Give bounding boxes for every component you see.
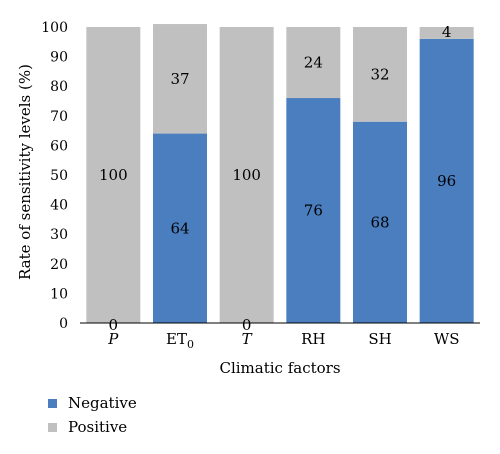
x-axis-title: Climatic factors	[219, 359, 340, 377]
data-label-negative: 0	[109, 316, 119, 334]
y-axis-ticks: 0 10 20 30 40 50 60 70 80 90 100	[41, 20, 68, 332]
x-category-label: RH	[301, 330, 325, 348]
x-category-text: T	[242, 330, 253, 348]
data-label-positive: 100	[99, 166, 128, 184]
y-tick-label: 90	[50, 50, 68, 66]
data-label-positive: 32	[370, 65, 389, 83]
x-category-text: WS	[434, 330, 460, 348]
bar-positive	[286, 27, 341, 99]
bar-negative	[153, 133, 207, 323]
legend-label-negative: Negative	[68, 394, 137, 412]
x-axis-categories: P ET0 T RH SH WS	[107, 330, 459, 351]
data-labels: 0 100 64 37 0 100 76 24 68 32 96 4	[99, 23, 456, 334]
bar-positive	[419, 27, 474, 39]
data-label-negative: 96	[437, 172, 456, 190]
x-category-text: ET	[166, 330, 187, 348]
x-category-text: SH	[368, 330, 391, 348]
data-label-positive: 24	[304, 54, 323, 72]
x-category-text: RH	[301, 330, 325, 348]
bar-positive	[219, 27, 274, 323]
bar-negative	[286, 98, 341, 323]
bar-positive	[153, 24, 207, 134]
legend-swatch-negative	[48, 399, 57, 408]
data-label-positive: 4	[442, 23, 452, 41]
data-label-positive: 100	[232, 166, 261, 184]
y-tick-label: 40	[50, 198, 68, 214]
legend-label-positive: Positive	[68, 418, 127, 436]
y-tick-label: 60	[50, 138, 68, 154]
legend-swatch-positive	[48, 423, 57, 432]
data-label-negative: 0	[242, 316, 252, 334]
y-tick-label: 70	[50, 109, 68, 125]
x-category-label: T	[242, 330, 253, 348]
data-label-negative: 64	[170, 219, 189, 237]
y-tick-label: 100	[41, 20, 68, 36]
bar-negative	[353, 121, 407, 323]
y-tick-label: 20	[50, 257, 68, 273]
y-axis-title: Rate of sensitivity levels (%)	[16, 64, 34, 280]
y-tick-label: 80	[50, 79, 68, 95]
x-category-label: P	[107, 330, 119, 348]
bars	[86, 24, 474, 324]
bar-positive	[86, 27, 141, 323]
y-tick-label: 30	[50, 227, 68, 243]
legend: Negative Positive	[48, 394, 137, 436]
x-category-label: ET0	[166, 330, 194, 351]
bar-negative	[419, 38, 474, 324]
data-label-positive: 37	[170, 70, 189, 88]
data-label-negative: 76	[304, 202, 323, 220]
y-tick-label: 0	[59, 316, 68, 332]
data-label-negative: 68	[370, 213, 389, 231]
x-category-subscript: 0	[187, 338, 194, 351]
x-category-label: SH	[368, 330, 391, 348]
x-category-text: P	[107, 330, 119, 348]
y-tick-label: 10	[50, 286, 68, 302]
bar-positive	[353, 27, 407, 122]
y-tick-label: 50	[50, 168, 68, 184]
x-category-label: WS	[434, 330, 460, 348]
